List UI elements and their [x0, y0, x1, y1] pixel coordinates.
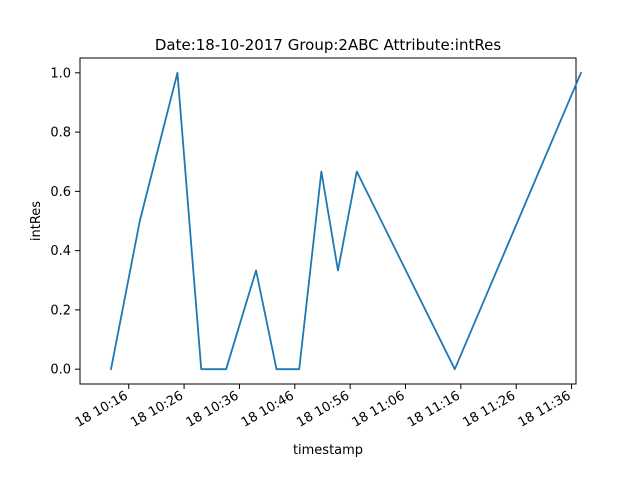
y-tick-label: 0.8 — [50, 126, 71, 141]
series-line-intres — [110, 71, 582, 371]
x-tick-label: 18 11:36 — [516, 388, 574, 430]
y-axis: 0.0 0.2 0.4 0.6 0.8 1.0 — [50, 66, 80, 378]
x-axis-label: timestamp — [293, 443, 363, 458]
x-tick-label: 18 11:16 — [405, 388, 463, 430]
y-tick-label: 0.2 — [50, 303, 71, 318]
y-axis-label: intRes — [29, 201, 44, 241]
chart-title: Date:18-10-2017 Group:2ABC Attribute:int… — [155, 36, 501, 54]
x-tick-label: 18 11:06 — [350, 388, 408, 430]
x-tick-label: 18 11:26 — [460, 388, 518, 430]
x-tick-label: 18 10:26 — [128, 388, 186, 430]
x-tick-label: 18 10:36 — [184, 388, 242, 430]
x-tick-label: 18 10:46 — [239, 388, 297, 430]
x-tick-label: 18 10:56 — [294, 388, 352, 430]
plot-frame — [79, 57, 577, 385]
y-tick-label: 0.0 — [50, 363, 71, 378]
x-tick-label: 18 10:16 — [73, 388, 131, 430]
y-tick-label: 0.6 — [50, 185, 71, 200]
y-tick-label: 1.0 — [50, 66, 71, 81]
y-tick-label: 0.4 — [50, 244, 71, 259]
